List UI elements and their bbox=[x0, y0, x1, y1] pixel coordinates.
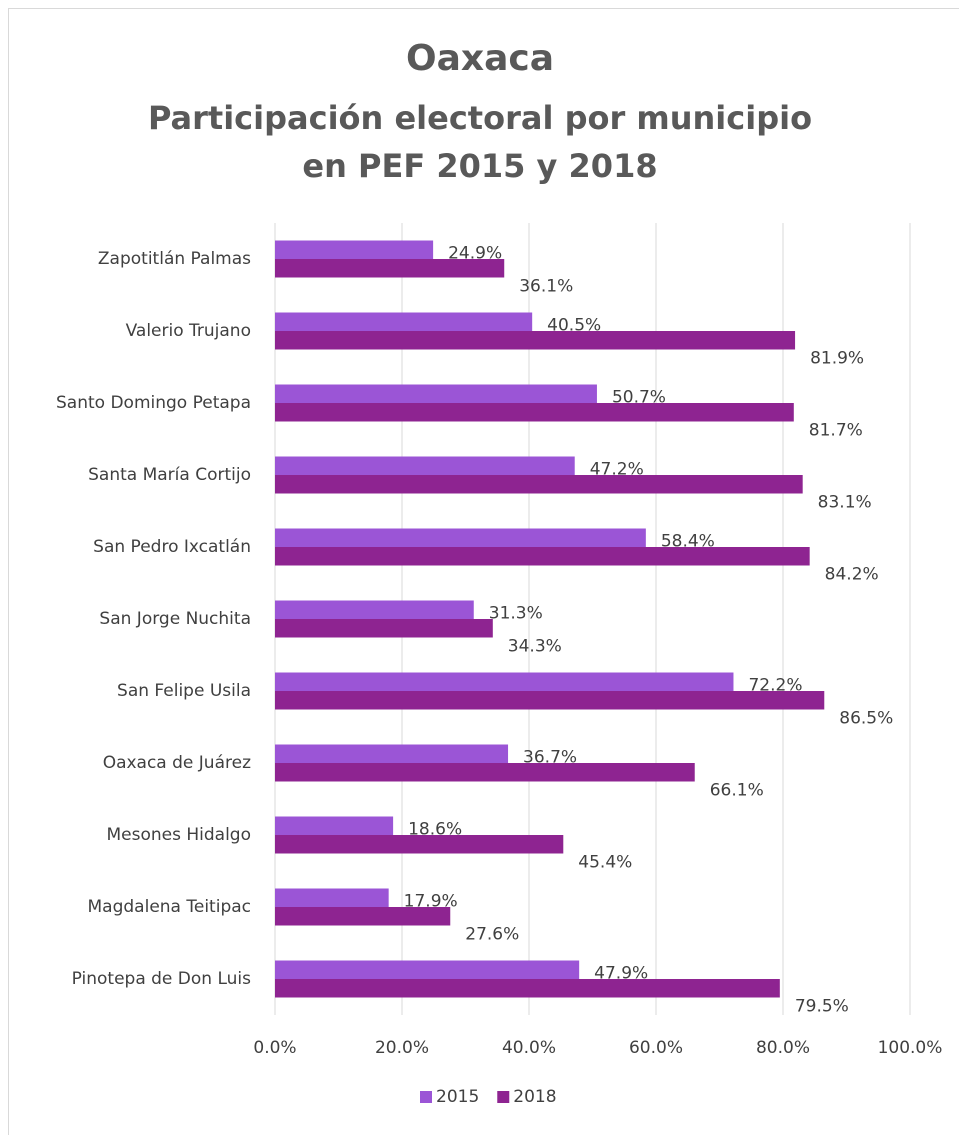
data-label: 81.9% bbox=[810, 349, 864, 369]
data-label: 31.3% bbox=[489, 604, 543, 624]
data-label: 45.4% bbox=[578, 853, 632, 873]
y-tick-label: Santo Domingo Petapa bbox=[56, 393, 251, 413]
data-label: 17.9% bbox=[404, 892, 458, 912]
data-label: 66.1% bbox=[710, 781, 764, 801]
bar bbox=[275, 888, 389, 907]
x-tick-label: 40.0% bbox=[502, 1038, 556, 1058]
legend-swatch bbox=[497, 1091, 510, 1103]
data-label: 47.2% bbox=[590, 460, 644, 480]
bar bbox=[275, 384, 597, 403]
data-label: 58.4% bbox=[661, 532, 715, 552]
bar bbox=[275, 403, 794, 422]
data-label: 36.1% bbox=[519, 277, 573, 297]
y-tick-label: Valerio Trujano bbox=[126, 321, 251, 341]
y-tick-label: San Pedro Ixcatlán bbox=[93, 537, 251, 557]
bar bbox=[275, 691, 825, 710]
data-label: 81.7% bbox=[809, 421, 863, 441]
y-tick-label: Pinotepa de Don Luis bbox=[72, 969, 252, 989]
x-tick-label: 60.0% bbox=[629, 1038, 683, 1058]
legend-label: 2018 bbox=[513, 1087, 556, 1107]
bar bbox=[275, 619, 493, 638]
chart-border bbox=[8, 8, 959, 1135]
data-label: 50.7% bbox=[612, 388, 666, 408]
y-tick-label: Oaxaca de Juárez bbox=[103, 753, 251, 773]
data-label: 34.3% bbox=[508, 637, 562, 657]
bar bbox=[275, 456, 575, 475]
data-label: 47.9% bbox=[594, 964, 648, 984]
x-tick-label: 80.0% bbox=[756, 1038, 810, 1058]
bar bbox=[275, 528, 646, 547]
bar bbox=[275, 259, 505, 278]
data-label: 18.6% bbox=[408, 820, 462, 840]
chart-title: Oaxaca bbox=[405, 38, 555, 79]
data-label: 79.5% bbox=[795, 997, 849, 1017]
bar bbox=[275, 816, 394, 835]
data-label: 86.5% bbox=[839, 709, 893, 729]
bar bbox=[275, 835, 564, 854]
chart-subtitle: Participación electoral por municipio en… bbox=[147, 99, 813, 185]
data-label: 27.6% bbox=[465, 925, 519, 945]
bar bbox=[275, 763, 695, 782]
bar bbox=[275, 240, 434, 259]
y-tick-label: Zapotitlán Palmas bbox=[98, 249, 251, 269]
y-tick-label: Mesones Hidalgo bbox=[106, 825, 251, 845]
bar bbox=[275, 475, 803, 494]
bar bbox=[275, 672, 734, 691]
y-tick-label: Magdalena Teitipac bbox=[88, 897, 251, 917]
bar bbox=[275, 907, 451, 926]
legend-label: 2015 bbox=[436, 1087, 479, 1107]
data-label: 83.1% bbox=[818, 493, 872, 513]
y-tick-label: San Felipe Usila bbox=[117, 681, 251, 701]
y-tick-label: Santa María Cortijo bbox=[88, 465, 251, 485]
bar bbox=[275, 547, 810, 566]
data-label: 24.9% bbox=[448, 244, 502, 264]
legend-swatch bbox=[420, 1091, 432, 1103]
bar bbox=[275, 331, 796, 350]
x-tick-label: 20.0% bbox=[375, 1038, 429, 1058]
x-tick-label: 0.0% bbox=[253, 1038, 296, 1058]
bar bbox=[275, 979, 780, 998]
bar bbox=[275, 312, 533, 331]
data-label: 36.7% bbox=[523, 748, 577, 768]
bar bbox=[275, 744, 509, 763]
data-label: 84.2% bbox=[825, 565, 879, 585]
bar bbox=[275, 600, 474, 619]
y-tick-label: San Jorge Nuchita bbox=[99, 609, 251, 629]
x-tick-label: 100.0% bbox=[878, 1038, 943, 1058]
data-label: 72.2% bbox=[748, 676, 802, 696]
bar bbox=[275, 960, 580, 979]
data-label: 40.5% bbox=[547, 316, 601, 336]
